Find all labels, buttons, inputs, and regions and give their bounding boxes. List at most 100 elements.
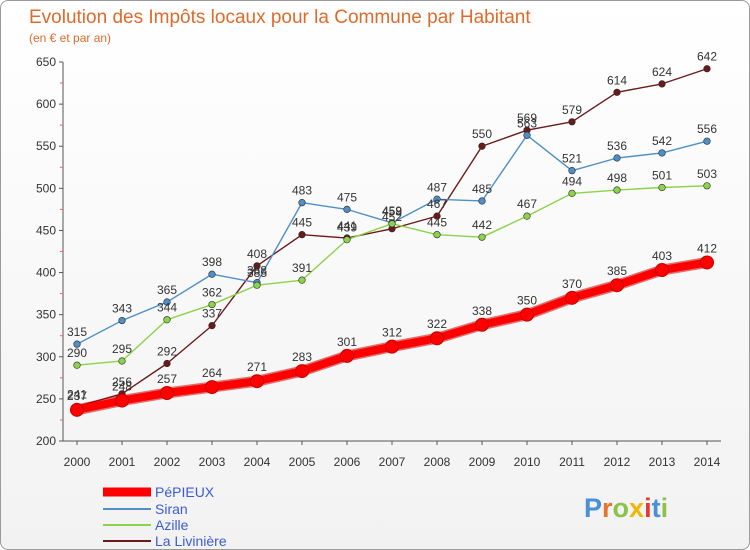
y-tick-label: 500 (36, 181, 56, 195)
x-tick-label: 2007 (379, 455, 406, 469)
data-label-siran: 487 (427, 180, 447, 194)
data-label-azille: 442 (472, 218, 492, 232)
data-point-la-liviniere (253, 262, 261, 270)
data-point-pepieux (520, 307, 534, 322)
series-siran (73, 131, 711, 348)
legend: PéPIEUX Siran Azille La Livinière (103, 484, 227, 549)
data-point-azille (73, 361, 81, 369)
series-layer (70, 65, 714, 417)
data-point-azille (523, 212, 531, 220)
data-label-azille: 439 (337, 221, 357, 235)
data-label-azille: 503 (697, 167, 717, 181)
data-label-pepieux: 248 (112, 380, 132, 394)
data-point-siran (163, 298, 171, 306)
data-point-siran (118, 316, 126, 325)
data-point-pepieux (340, 348, 354, 363)
data-point-pepieux (205, 380, 219, 395)
data-point-siran (478, 197, 486, 205)
data-label-la-liviniere: 256 (112, 375, 132, 389)
data-point-siran (703, 137, 711, 145)
data-point-siran (208, 270, 216, 278)
data-point-la-liviniere (478, 142, 486, 150)
data-point-la-liviniere (568, 118, 576, 126)
data-label-pepieux: 322 (427, 317, 447, 331)
data-label-pepieux: 283 (292, 350, 312, 364)
y-tick-label: 550 (36, 139, 56, 153)
data-label-la-liviniere: 292 (157, 345, 177, 359)
data-label-la-liviniere: 445 (292, 216, 312, 230)
data-point-pepieux (250, 374, 264, 389)
series-azille (73, 182, 711, 369)
series-pepieux (70, 255, 714, 417)
data-point-azille (568, 189, 576, 197)
x-tick-label: 2002 (154, 455, 181, 469)
data-point-la-liviniere (613, 88, 621, 96)
data-point-la-liviniere (433, 212, 441, 220)
y-tick-label: 250 (36, 392, 56, 406)
y-tick-label: 600 (36, 97, 56, 111)
y-tick-label: 450 (36, 223, 56, 237)
data-point-azille (478, 233, 486, 241)
data-point-pepieux (475, 317, 489, 332)
data-point-azille (433, 231, 441, 239)
data-label-pepieux: 237 (67, 389, 87, 403)
x-tick-label: 2008 (424, 455, 451, 469)
legend-label-pepieux: PéPIEUX (155, 484, 215, 500)
x-tick-label: 2006 (334, 455, 361, 469)
axes: 200 250 300 350 400 450 500 550 600 650 2000 2001 20… (36, 55, 721, 469)
x-tick-label: 2013 (649, 455, 676, 469)
data-label-la-liviniere: 408 (247, 247, 267, 261)
logo-letter: i (644, 493, 652, 523)
data-label-pepieux: 301 (337, 335, 357, 349)
y-tick-label: 400 (36, 266, 56, 280)
data-point-siran (523, 131, 531, 139)
data-point-pepieux (385, 339, 399, 354)
data-point-pepieux (565, 290, 579, 305)
data-label-la-liviniere: 624 (652, 65, 672, 79)
data-label-la-liviniere: 550 (472, 127, 492, 141)
data-label-siran: 521 (562, 152, 582, 166)
data-label-azille: 295 (112, 342, 132, 356)
data-label-pepieux: 370 (562, 277, 582, 291)
data-point-azille (208, 300, 216, 309)
y-tick-label: 650 (36, 55, 56, 69)
data-point-siran (568, 167, 576, 175)
data-label-pepieux: 271 (247, 360, 267, 374)
data-label-pepieux: 338 (472, 304, 492, 318)
data-label-azille: 391 (292, 261, 312, 275)
data-point-siran (73, 340, 81, 348)
data-label-pepieux: 412 (697, 241, 717, 255)
data-point-azille (658, 183, 666, 192)
data-label-la-liviniere: 467 (427, 197, 447, 211)
data-label-pepieux: 385 (607, 264, 627, 278)
x-tick-label: 2014 (694, 455, 721, 469)
data-label-la-liviniere: 642 (697, 50, 717, 64)
data-label-azille: 385 (247, 266, 267, 280)
data-label-la-liviniere: 569 (517, 111, 537, 125)
data-label-pepieux: 264 (202, 366, 222, 380)
data-label-siran: 398 (202, 255, 222, 269)
data-label-azille: 362 (202, 286, 222, 300)
data-point-azille (703, 182, 711, 190)
data-point-pepieux (700, 255, 714, 270)
data-label-azille: 458 (382, 205, 402, 219)
data-point-azille (298, 276, 306, 284)
data-label-siran: 563 (517, 116, 537, 130)
logo-letter: P (584, 493, 602, 523)
data-point-siran (613, 154, 621, 162)
logo-letter: r (602, 493, 613, 523)
data-point-pepieux (430, 331, 444, 346)
data-point-siran (658, 149, 666, 157)
y-tick-label: 200 (36, 434, 56, 448)
data-label-siran: 475 (337, 190, 357, 204)
data-point-la-liviniere (658, 80, 666, 88)
data-label-siran: 536 (607, 139, 627, 153)
data-label-siran: 483 (292, 184, 312, 198)
legend-label-siran: Siran (155, 501, 188, 517)
data-label-pepieux: 257 (157, 372, 177, 386)
data-label-siran: 542 (652, 134, 672, 148)
data-point-pepieux (115, 393, 129, 408)
x-tick-label: 2012 (604, 455, 631, 469)
data-point-la-liviniere (163, 359, 171, 368)
